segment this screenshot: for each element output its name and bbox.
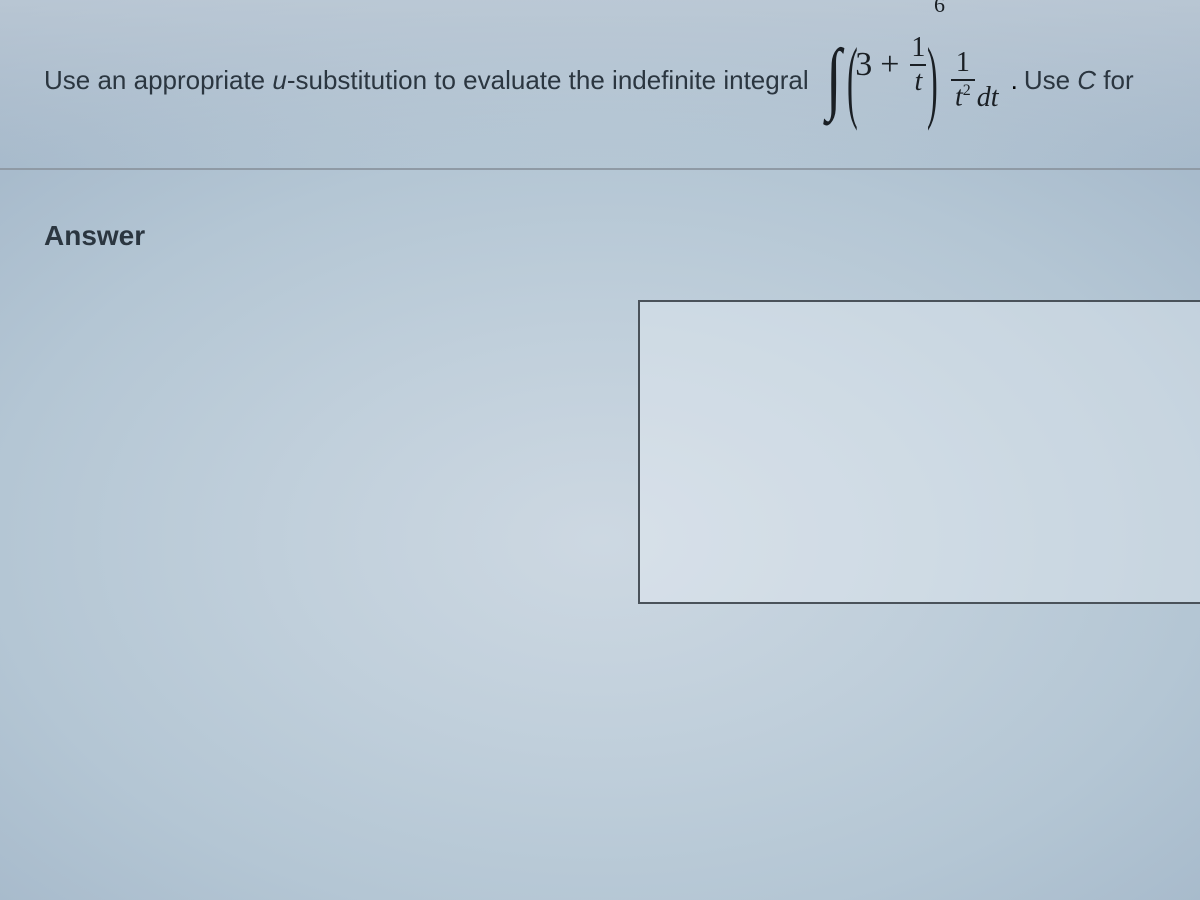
integral-sign-icon: ∫ bbox=[826, 38, 841, 118]
question-period: . bbox=[1011, 65, 1018, 96]
exponent: 6 bbox=[934, 0, 945, 18]
q-mid: -substitution to evaluate the indefinite… bbox=[287, 65, 809, 95]
q-u-variable: u bbox=[272, 65, 286, 95]
differential-dt: dt bbox=[977, 82, 999, 126]
frac1-den: t bbox=[910, 64, 926, 96]
right-paren: ) bbox=[927, 34, 938, 126]
frac2-den-exp: 2 bbox=[963, 82, 971, 99]
fraction-1-over-t2: 1 t2 bbox=[951, 49, 975, 111]
base-term: 3 + 1 t bbox=[855, 34, 929, 96]
integral-expression: ∫ ( 3 + 1 t ) 6 1 t2 dt bbox=[823, 34, 999, 126]
suffix-var: C bbox=[1077, 65, 1096, 95]
question-suffix: Use C for bbox=[1024, 65, 1134, 96]
q-prefix: Use an appropriate bbox=[44, 65, 272, 95]
frac2-num: 1 bbox=[952, 49, 974, 79]
integral-body: ( 3 + 1 t ) 6 bbox=[849, 34, 945, 126]
suffix-post: for bbox=[1096, 65, 1134, 95]
question-text-prefix: Use an appropriate u-substitution to eva… bbox=[44, 65, 809, 96]
answer-input-box[interactable] bbox=[638, 300, 1200, 604]
answer-label: Answer bbox=[44, 220, 145, 252]
left-paren: ( bbox=[847, 34, 858, 126]
frac2-den: t2 bbox=[951, 79, 975, 111]
base-coeff: 3 bbox=[855, 46, 872, 84]
suffix-pre: Use bbox=[1024, 65, 1077, 95]
frac2-den-var: t bbox=[955, 81, 963, 112]
plus-sign: + bbox=[880, 46, 899, 84]
question-block: Use an appropriate u-substitution to eva… bbox=[0, 0, 1200, 170]
